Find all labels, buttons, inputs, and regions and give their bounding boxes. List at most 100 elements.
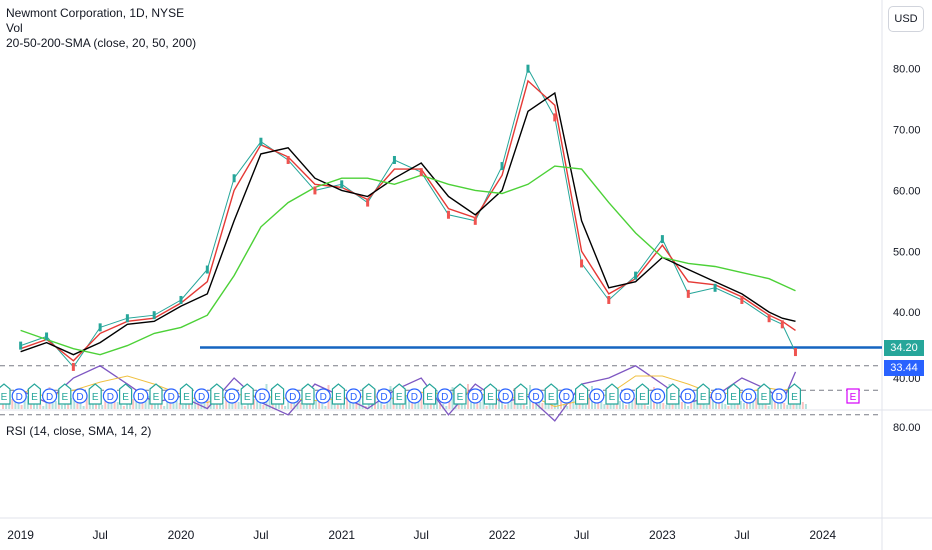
dividend-marker-label: D <box>745 392 752 403</box>
volume-bar <box>687 406 690 409</box>
dividend-marker <box>163 388 179 404</box>
earnings-marker <box>58 383 72 405</box>
volume-bar <box>318 402 321 409</box>
volume-bar <box>786 405 789 409</box>
dividend-marker <box>254 388 270 404</box>
volume-bar <box>57 403 60 409</box>
dividend-marker <box>528 388 544 404</box>
candle <box>71 362 75 371</box>
volume-bar <box>767 406 770 409</box>
volume-bar <box>315 400 318 409</box>
volume-bar <box>321 404 324 409</box>
volume-bar <box>302 405 305 409</box>
sma-legend: 20-50-200-SMA (close, 20, 50, 200) <box>6 36 197 50</box>
volume-bar <box>253 399 256 409</box>
candle <box>286 155 290 164</box>
earnings-marker <box>149 383 163 405</box>
sma200-line <box>20 165 796 356</box>
volume-bar <box>339 403 342 409</box>
x-tick-label: 2023 <box>649 528 676 542</box>
volume-bar <box>742 403 745 409</box>
volume-bar <box>42 406 45 409</box>
sma20-line <box>20 79 796 362</box>
earnings-marker-label: E <box>761 392 768 403</box>
volume-bar <box>640 402 643 409</box>
dividend-marker <box>680 388 696 404</box>
candle <box>553 113 557 122</box>
candle <box>660 235 664 244</box>
volume-bar <box>804 404 807 409</box>
candle <box>19 341 23 350</box>
volume-bar <box>724 404 727 409</box>
candle <box>98 323 102 332</box>
sma50-line <box>20 91 796 356</box>
volume-bar <box>773 397 776 409</box>
dividend-marker <box>102 388 119 404</box>
volume-bar <box>755 398 758 409</box>
earnings-marker-label: E <box>244 392 251 403</box>
earnings-marker <box>544 383 558 405</box>
candle <box>340 180 344 189</box>
volume-bar <box>423 405 426 409</box>
volume-bar <box>243 406 246 409</box>
dividend-marker <box>619 388 635 404</box>
candle <box>526 64 530 73</box>
earnings-marker <box>757 383 771 405</box>
volume-bar <box>541 403 544 409</box>
volume-bar <box>85 395 88 409</box>
volume-bar <box>439 402 442 409</box>
dividend-marker-label: D <box>715 392 722 403</box>
volume-bar <box>594 398 597 409</box>
volume-bar <box>222 405 225 409</box>
currency-button[interactable]: USD <box>888 6 924 32</box>
close-line <box>20 67 796 368</box>
volume-bar <box>572 397 575 409</box>
volume-bar <box>408 395 411 409</box>
candle <box>767 314 771 323</box>
earnings-marker <box>575 383 589 405</box>
volume-bar <box>256 401 259 409</box>
candle <box>205 265 209 274</box>
volume-bar <box>451 387 454 409</box>
candle <box>500 162 504 171</box>
volume-bar <box>597 400 600 409</box>
volume-bar <box>470 396 473 409</box>
x-tick-label: 2022 <box>489 528 516 542</box>
volume-bar <box>680 402 683 409</box>
earnings-marker-label: E <box>487 392 494 403</box>
dividend-marker-label: D <box>411 392 418 403</box>
earnings-marker-label: E <box>457 392 464 403</box>
volume-bar <box>398 402 401 409</box>
earnings-marker-label: E <box>700 392 707 403</box>
earnings-marker-label: E <box>517 392 524 403</box>
volume-bar <box>504 405 507 409</box>
volume-bar <box>801 402 804 409</box>
dividend-marker <box>741 388 757 404</box>
volume-bar <box>482 394 485 409</box>
volume-bar <box>51 399 54 409</box>
volume-bar <box>138 403 141 409</box>
dividend-marker-label: D <box>259 392 266 403</box>
volume-bar <box>519 402 522 409</box>
earnings-marker <box>392 383 406 405</box>
dividend-marker <box>285 388 301 404</box>
earnings-marker-label: E <box>426 392 433 403</box>
candle <box>392 155 396 164</box>
volume-bar <box>82 406 85 409</box>
volume-bar <box>380 403 383 409</box>
volume-bar <box>417 401 420 409</box>
earnings-marker-label: E <box>548 392 555 403</box>
y-tick-label: 50.00 <box>893 246 921 258</box>
volume-legend: Vol <box>6 21 23 35</box>
earnings-marker-label: E <box>274 392 281 403</box>
dividend-marker <box>224 388 240 404</box>
earnings-marker-label: E <box>335 392 342 403</box>
earnings-marker <box>331 383 345 405</box>
earnings-marker <box>727 383 741 405</box>
volume-bar <box>194 400 197 409</box>
dividend-marker <box>194 388 210 404</box>
volume-bar <box>132 399 135 409</box>
earnings-marker <box>301 383 315 405</box>
earnings-marker-label: E <box>31 392 38 403</box>
